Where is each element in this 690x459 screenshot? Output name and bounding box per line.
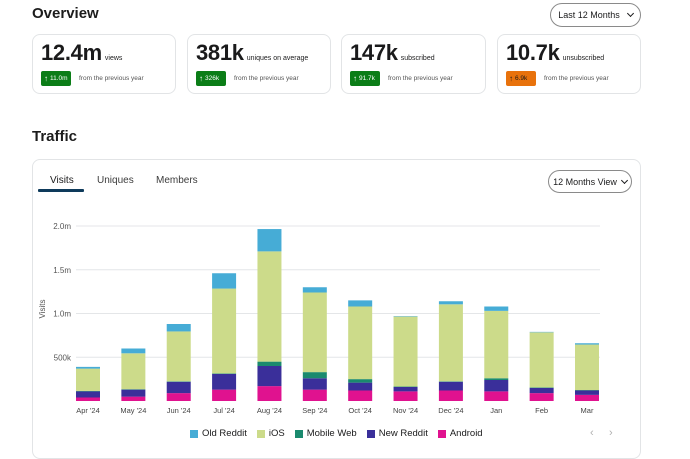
bar-segment-new-reddit[interactable] (167, 382, 191, 393)
traffic-chart: 500k 1.0m 1.5m 2.0m Apr '24 May '24 Jun '24 Ju… (0, 0, 690, 442)
bar-segment-old-reddit[interactable] (212, 273, 236, 288)
bar-segment-new-reddit[interactable] (257, 366, 281, 386)
bar-segment-old-reddit[interactable] (167, 324, 191, 331)
bar-segment-android[interactable] (303, 390, 327, 401)
bar-segment-new-reddit[interactable] (530, 388, 554, 393)
bar-segment-new-reddit[interactable] (439, 382, 463, 391)
x-tick-label: Dec '24 (438, 406, 463, 415)
legend-label: Old Reddit (202, 428, 247, 439)
legend-item[interactable]: New Reddit (367, 428, 428, 439)
bar-segment-old-reddit[interactable] (303, 287, 327, 292)
legend-swatch (295, 430, 303, 438)
x-tick-label: Feb (535, 406, 548, 415)
legend-label: New Reddit (379, 428, 428, 439)
legend-prev-icon[interactable]: ‹ (590, 427, 594, 439)
x-tick-label: Aug '24 (257, 406, 282, 415)
y-tick-label: 2.0m (53, 222, 71, 231)
bar-segment-mobile-web[interactable] (484, 378, 508, 380)
bar-segment-ios[interactable] (575, 345, 599, 391)
legend-item[interactable]: Old Reddit (190, 428, 247, 439)
bar-segment-android[interactable] (76, 398, 100, 402)
y-tick-label: 500k (54, 353, 72, 362)
bar-segment-android[interactable] (348, 391, 372, 402)
bar-segment-new-reddit[interactable] (303, 378, 327, 389)
bar-segment-android[interactable] (484, 391, 508, 401)
bar-segment-ios[interactable] (303, 293, 327, 373)
bar-segment-old-reddit[interactable] (484, 307, 508, 311)
legend-swatch (438, 430, 446, 438)
legend-swatch (257, 430, 265, 438)
legend-item[interactable]: iOS (257, 428, 285, 439)
x-tick-label: Nov '24 (393, 406, 418, 415)
x-tick-label: Jul '24 (213, 406, 234, 415)
bar-segment-android[interactable] (121, 397, 145, 401)
bar-segment-new-reddit[interactable] (575, 391, 599, 395)
bar-segment-new-reddit[interactable] (212, 374, 236, 390)
legend-swatch (367, 430, 375, 438)
bar-segment-ios[interactable] (394, 317, 418, 387)
legend-label: Mobile Web (307, 428, 357, 439)
chart-legend: Old Reddit iOS Mobile Web New Reddit Android (190, 428, 483, 439)
legend-item[interactable]: Mobile Web (295, 428, 357, 439)
y-tick-label: 1.0m (53, 310, 71, 319)
bar-segment-old-reddit[interactable] (76, 367, 100, 369)
bar-segment-mobile-web[interactable] (257, 362, 281, 366)
bar-segment-old-reddit[interactable] (121, 349, 145, 354)
x-tick-label: Sep '24 (302, 406, 327, 415)
bar-segment-new-reddit[interactable] (76, 391, 100, 397)
bar-segment-android[interactable] (575, 395, 599, 401)
bar-segment-android[interactable] (257, 386, 281, 401)
bar-segment-android[interactable] (212, 390, 236, 401)
x-tick-label: May '24 (120, 406, 146, 415)
bar-segment-ios[interactable] (167, 331, 191, 381)
bar-segment-android[interactable] (530, 393, 554, 401)
bar-segment-android[interactable] (167, 393, 191, 401)
y-axis-label: Visits (38, 300, 47, 319)
bar-segment-ios[interactable] (76, 369, 100, 391)
bar-segment-android[interactable] (394, 391, 418, 401)
bar-segment-android[interactable] (439, 391, 463, 402)
legend-label: iOS (269, 428, 285, 439)
x-tick-label: Apr '24 (76, 406, 100, 415)
x-tick-label: Jun '24 (167, 406, 191, 415)
y-tick-label: 1.5m (53, 266, 71, 275)
bar-segment-ios[interactable] (484, 311, 508, 378)
bar-segment-ios[interactable] (530, 332, 554, 387)
bar-segment-new-reddit[interactable] (394, 387, 418, 391)
bar-segment-ios[interactable] (121, 353, 145, 389)
bar-segment-old-reddit[interactable] (439, 301, 463, 304)
bar-segment-ios[interactable] (212, 289, 236, 374)
legend-item[interactable]: Android (438, 428, 483, 439)
bar-segment-ios[interactable] (348, 307, 372, 380)
bar-segment-ios[interactable] (439, 304, 463, 381)
bar-segment-mobile-web[interactable] (303, 372, 327, 378)
x-tick-label: Mar (581, 406, 594, 415)
bar-segment-old-reddit[interactable] (257, 229, 281, 251)
bar-segment-mobile-web[interactable] (348, 379, 372, 383)
legend-next-icon[interactable]: › (609, 427, 613, 439)
bar-segment-old-reddit[interactable] (575, 343, 599, 344)
bar-segment-new-reddit[interactable] (121, 390, 145, 397)
bar-segment-new-reddit[interactable] (484, 380, 508, 391)
legend-swatch (190, 430, 198, 438)
bar-segment-old-reddit[interactable] (348, 300, 372, 306)
legend-label: Android (450, 428, 483, 439)
x-tick-label: Oct '24 (348, 406, 372, 415)
bar-segment-new-reddit[interactable] (348, 383, 372, 391)
bar-segment-ios[interactable] (257, 251, 281, 361)
x-tick-label: Jan (490, 406, 502, 415)
